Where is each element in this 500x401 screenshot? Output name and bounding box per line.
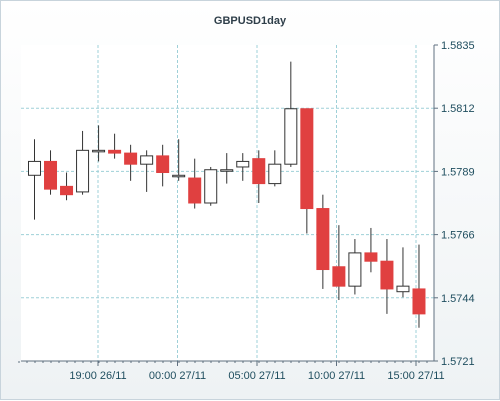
candle <box>316 194 330 289</box>
candle <box>156 144 170 187</box>
candle <box>140 150 154 192</box>
axes: 1.5835 1.5812 1.5789 1.5766 1.5744 1.5721 19:0… <box>18 40 475 382</box>
x-tick-label: 19:00 26/11 <box>69 370 126 382</box>
y-tick-label: 1.5721 <box>441 356 475 368</box>
candle-body-down <box>412 288 426 315</box>
candle <box>380 239 394 314</box>
y-tick-label: 1.5766 <box>441 230 475 242</box>
candle <box>396 247 410 298</box>
candle-body-down <box>124 152 138 165</box>
candle-body-down <box>316 208 330 271</box>
candle <box>92 125 106 162</box>
y-tick-label: 1.5812 <box>441 103 475 115</box>
candle <box>300 108 314 234</box>
candle-body-up <box>92 149 106 153</box>
candle-body-down <box>108 149 122 154</box>
candle <box>204 166 218 206</box>
candle <box>172 139 186 181</box>
x-tick-label: 05:00 27/11 <box>228 370 285 382</box>
candle <box>188 158 202 209</box>
x-tick-label: 00:00 27/11 <box>149 370 206 382</box>
candle-body-up <box>236 160 250 168</box>
candle <box>348 239 362 295</box>
y-tick-label: 1.5835 <box>441 40 475 52</box>
candle <box>268 150 282 187</box>
candle <box>332 225 346 301</box>
y-tick-label: 1.5744 <box>441 293 475 305</box>
candle <box>284 61 298 167</box>
candle <box>124 144 138 181</box>
candle-body-up <box>284 108 298 165</box>
candle-body-up <box>268 163 282 185</box>
candle-body-down <box>380 260 394 290</box>
candle-body-up <box>348 252 362 287</box>
candle-body-up <box>76 149 90 193</box>
candles <box>28 61 426 328</box>
candle-body-up <box>204 169 218 204</box>
candle <box>28 139 41 220</box>
candle <box>236 153 250 181</box>
candle <box>220 153 234 184</box>
chart-title: GBPUSD1day <box>214 15 287 27</box>
candle-body-down <box>156 155 170 174</box>
x-tick-label: 15:00 27/11 <box>387 370 444 382</box>
candle-body-down <box>188 177 202 204</box>
candle <box>60 172 74 201</box>
candle <box>44 150 58 195</box>
candle-body-down <box>252 158 266 185</box>
candle-body-up <box>396 285 410 293</box>
candle <box>108 133 122 159</box>
candle <box>252 150 266 203</box>
y-tick-label: 1.5789 <box>441 166 475 178</box>
candle-body-down <box>300 108 314 210</box>
x-tick-label: 10:00 27/11 <box>308 370 365 382</box>
candle <box>364 227 378 273</box>
candle <box>412 244 426 328</box>
candle-body-down <box>44 160 58 190</box>
candle-body-down <box>332 266 346 287</box>
candle-body-down <box>60 185 74 196</box>
grid-lines <box>21 45 434 361</box>
candle-body-up <box>172 174 186 178</box>
candle <box>76 130 90 195</box>
candle-body-up <box>220 169 234 172</box>
candle-body-up <box>140 155 154 165</box>
candle-body-up <box>28 160 41 176</box>
candle-body-down <box>364 252 378 262</box>
plot-background <box>21 45 434 361</box>
